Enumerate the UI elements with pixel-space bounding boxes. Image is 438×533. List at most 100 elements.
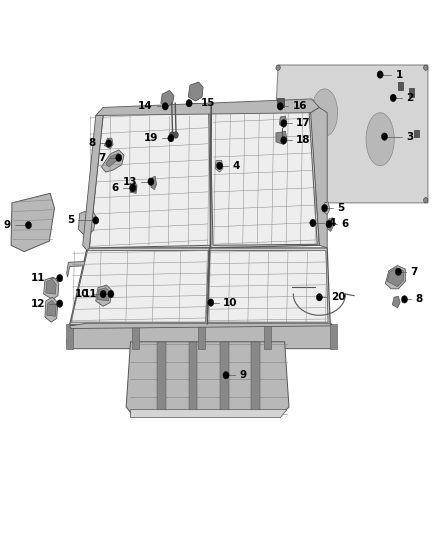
Circle shape bbox=[106, 140, 112, 147]
Text: 1: 1 bbox=[396, 70, 403, 79]
Polygon shape bbox=[272, 65, 428, 203]
Polygon shape bbox=[78, 209, 96, 236]
Polygon shape bbox=[11, 193, 54, 252]
Polygon shape bbox=[126, 342, 289, 416]
Circle shape bbox=[25, 221, 32, 229]
Text: 15: 15 bbox=[201, 98, 216, 108]
Text: 10: 10 bbox=[75, 289, 89, 299]
Polygon shape bbox=[151, 176, 156, 190]
Circle shape bbox=[402, 296, 407, 303]
Bar bbox=[66, 324, 73, 349]
Polygon shape bbox=[414, 130, 419, 136]
Bar bbox=[132, 324, 139, 349]
Text: 20: 20 bbox=[332, 292, 346, 302]
Bar bbox=[198, 324, 205, 349]
Text: 19: 19 bbox=[144, 133, 158, 143]
Bar bbox=[264, 324, 271, 349]
Circle shape bbox=[276, 65, 280, 70]
Circle shape bbox=[378, 71, 383, 78]
Polygon shape bbox=[161, 91, 174, 108]
Text: 11: 11 bbox=[82, 289, 97, 299]
Text: 8: 8 bbox=[416, 294, 423, 304]
Circle shape bbox=[377, 71, 383, 78]
Text: 8: 8 bbox=[88, 139, 96, 149]
Circle shape bbox=[281, 119, 287, 127]
Circle shape bbox=[281, 136, 287, 144]
Text: 2: 2 bbox=[406, 93, 413, 103]
Polygon shape bbox=[277, 98, 284, 108]
Polygon shape bbox=[45, 297, 58, 322]
Polygon shape bbox=[46, 279, 56, 294]
Bar bbox=[189, 342, 198, 416]
Circle shape bbox=[108, 290, 114, 298]
Circle shape bbox=[396, 268, 402, 276]
Text: 17: 17 bbox=[296, 118, 311, 128]
Circle shape bbox=[223, 372, 229, 379]
Ellipse shape bbox=[366, 113, 394, 166]
Polygon shape bbox=[196, 293, 211, 314]
Circle shape bbox=[57, 274, 63, 282]
Text: 5: 5 bbox=[338, 203, 345, 213]
Circle shape bbox=[162, 103, 168, 110]
Bar bbox=[251, 342, 260, 416]
Circle shape bbox=[93, 216, 99, 224]
Polygon shape bbox=[215, 160, 223, 172]
Polygon shape bbox=[67, 324, 333, 349]
Circle shape bbox=[148, 178, 154, 185]
Circle shape bbox=[116, 154, 122, 161]
Text: 18: 18 bbox=[296, 135, 311, 146]
Circle shape bbox=[316, 294, 322, 301]
Polygon shape bbox=[104, 138, 113, 149]
Polygon shape bbox=[70, 248, 330, 325]
Polygon shape bbox=[131, 410, 287, 418]
Circle shape bbox=[170, 132, 175, 138]
Text: 9: 9 bbox=[239, 370, 246, 380]
Polygon shape bbox=[323, 202, 330, 215]
Polygon shape bbox=[106, 153, 120, 167]
Text: 13: 13 bbox=[123, 176, 137, 187]
Text: 10: 10 bbox=[223, 297, 237, 308]
Circle shape bbox=[131, 184, 137, 192]
Polygon shape bbox=[86, 290, 102, 316]
Bar bbox=[330, 324, 337, 349]
Polygon shape bbox=[70, 323, 330, 328]
Polygon shape bbox=[83, 115, 103, 251]
Text: 3: 3 bbox=[406, 132, 413, 142]
Circle shape bbox=[326, 220, 332, 228]
Polygon shape bbox=[387, 268, 403, 287]
Text: 6: 6 bbox=[112, 183, 119, 193]
Circle shape bbox=[208, 299, 214, 306]
Circle shape bbox=[390, 94, 396, 102]
Circle shape bbox=[130, 184, 136, 192]
Polygon shape bbox=[311, 108, 327, 248]
Circle shape bbox=[168, 134, 174, 142]
Polygon shape bbox=[210, 103, 317, 245]
Polygon shape bbox=[385, 265, 405, 289]
Circle shape bbox=[424, 198, 428, 203]
Polygon shape bbox=[207, 251, 328, 322]
Text: 14: 14 bbox=[138, 101, 152, 111]
Polygon shape bbox=[102, 150, 124, 172]
Text: 4: 4 bbox=[328, 218, 336, 228]
Polygon shape bbox=[97, 288, 110, 301]
Circle shape bbox=[173, 132, 178, 138]
Text: 11: 11 bbox=[31, 273, 45, 283]
Text: 5: 5 bbox=[67, 215, 74, 225]
Circle shape bbox=[276, 198, 280, 203]
Polygon shape bbox=[130, 182, 137, 193]
Polygon shape bbox=[188, 82, 203, 101]
Circle shape bbox=[381, 133, 388, 140]
Bar bbox=[157, 342, 166, 416]
Text: 6: 6 bbox=[341, 219, 348, 229]
Text: 7: 7 bbox=[410, 267, 418, 277]
Circle shape bbox=[424, 65, 428, 70]
Circle shape bbox=[186, 100, 192, 107]
Polygon shape bbox=[67, 256, 215, 277]
Polygon shape bbox=[409, 88, 414, 97]
Polygon shape bbox=[96, 285, 112, 306]
Text: 16: 16 bbox=[293, 101, 307, 111]
Polygon shape bbox=[44, 277, 59, 300]
Circle shape bbox=[216, 162, 223, 169]
Ellipse shape bbox=[311, 89, 338, 136]
Polygon shape bbox=[327, 217, 333, 231]
